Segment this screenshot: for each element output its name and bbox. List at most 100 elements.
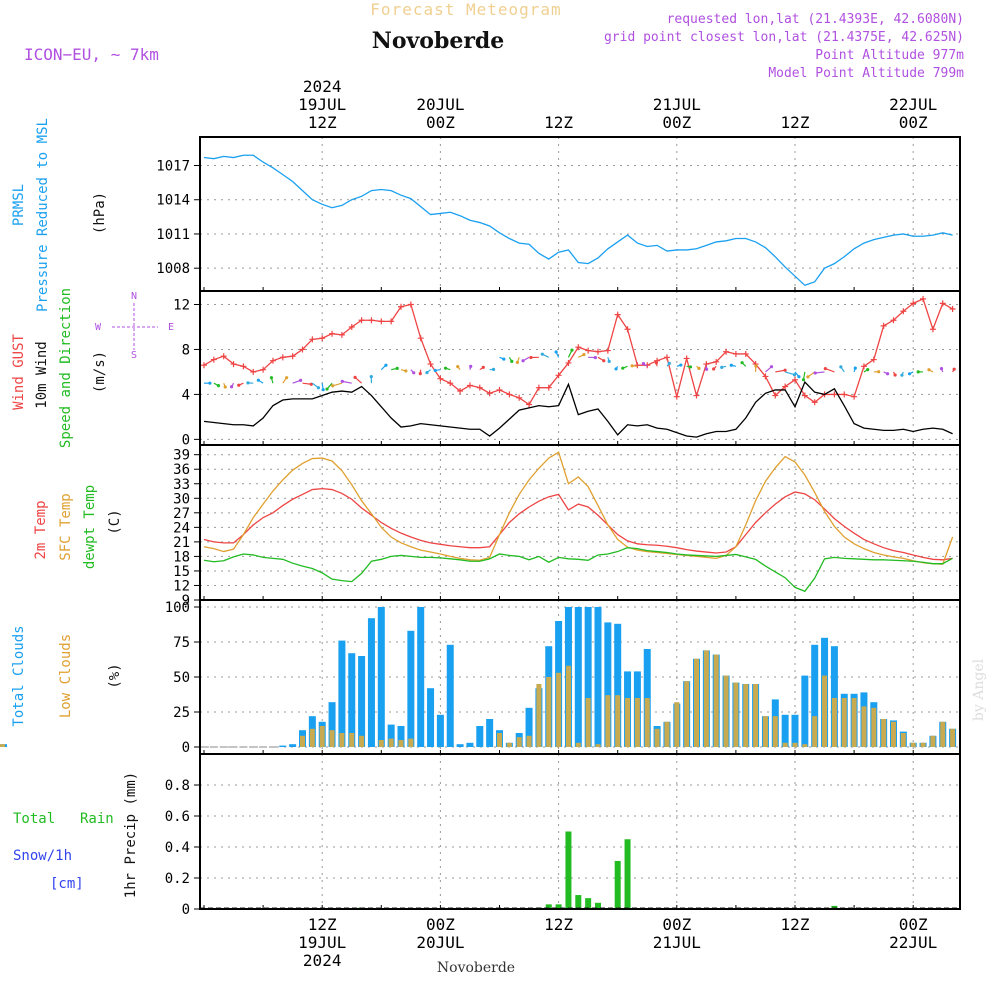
gust-marker [742,350,749,357]
total-cloud-bar [456,744,464,747]
total-cloud-bar [338,640,346,747]
low-cloud-bar [339,733,345,747]
low-cloud-bar [900,733,906,747]
y-tick-label: 18 [173,549,190,565]
y-tick-label: 12 [173,297,190,313]
gust-marker [201,362,207,369]
wind-arrow-icon [825,368,835,373]
wind-arrow-head [425,370,429,375]
wind-arrow-head [783,368,787,372]
wind-arrow-head [529,355,533,360]
gust-marker [516,394,523,401]
watermark: by Angel [971,658,987,721]
y-tick-label: 1017 [156,159,190,175]
total-cloud-bar [367,618,375,747]
low-cloud-bar [792,742,798,747]
gust-marker [772,392,779,399]
cm-label: [cm] [50,876,84,892]
bottom-time-label: 12Z [544,915,573,934]
cloud-labels: Total Clouds Low Clouds (%) [11,625,123,726]
gust-marker [880,322,887,329]
precip-bar [585,898,592,909]
wind-arrow-head [939,367,944,371]
low-cloud-bar [881,719,887,747]
total-cloud-bar [407,630,415,747]
y-tick-label: 8 [182,342,190,358]
y-tick-label: 30 [173,491,190,507]
wind-arrow-head [246,381,250,385]
y-tick-label: 50 [173,670,190,686]
gust-marker [407,301,414,308]
total-cloud-bar [476,726,484,747]
wind-arrow-head [801,378,806,382]
gust-marker [860,363,867,370]
low-cloud-bar [694,658,699,747]
low-cloud-bar [861,706,867,747]
wind-arrow-head [223,385,227,389]
compass-w: W [95,322,102,333]
snow-label: Snow/1h [13,848,72,864]
gust-marker [269,357,276,364]
faint-title: Forecast Meteogram [370,0,561,19]
gust-marker [279,354,286,361]
total-cloud-bar [377,607,385,747]
wind-arrow-head [256,378,260,382]
bottom-time-label: 21JUL [653,933,701,952]
total-cloud-bar [466,742,474,747]
top-time-label: 22JUL [889,95,937,114]
gust-marker [289,353,296,360]
wind-arrow-head [667,361,671,365]
bottom-time-label: 20JUL [416,933,464,952]
temp-unit: (C) [107,509,123,534]
wind-arrow-head [697,366,701,370]
low-cloud-bar [319,726,325,747]
wind-arrow-head [491,367,496,371]
panel-frame [199,444,961,601]
gust-marker [614,311,621,318]
wind-arrow-head [720,365,724,369]
gust-marker [900,308,907,315]
wind-arrow-head [208,381,212,385]
total-cloud-bar [358,656,366,747]
gust-marker [506,391,513,398]
low-cloud-bar [713,654,719,747]
gust-marker [388,318,395,325]
gust-marker [575,344,582,351]
top-time-label: 20JUL [416,95,464,114]
model-label: ICON−EU, ∼ 7km [24,45,159,64]
total-cloud-bar [328,702,336,747]
wind-arrow-head [395,366,399,370]
total-cloud-bar [427,688,435,747]
wind-arrow-head [621,366,625,370]
low-cloud-bar [654,728,660,747]
wind-arrow-head [877,370,881,374]
cloud-unit: (%) [107,663,123,688]
wind-arrow-head [369,375,373,379]
wind-arrow-head [353,375,357,379]
gust-marker [792,376,798,383]
gust-marker [929,326,936,333]
low-cloud-bar [733,682,739,747]
bottom-time-label: 22JUL [889,933,937,952]
low-cloud-bar [300,735,305,747]
gust-marker [319,335,326,342]
wind-arrow-head [521,359,525,363]
gust-marker [348,323,355,330]
total-cloud-bar [417,607,425,747]
wind-arrow-head [237,383,241,387]
y-tick-label: 21 [173,535,190,551]
precip-bar [575,895,582,909]
bottom-time-label: 19JUL [298,933,346,952]
low-cloud-bar [891,721,896,747]
compass-s: S [131,350,137,361]
total-cloud-bar [801,675,809,747]
gust-marker [939,300,946,307]
rain-label: Rain [80,811,114,827]
gust-marker [447,380,454,387]
gust-marker [260,366,267,373]
low-cloud-bar [762,716,768,747]
wind-arrow-head [853,366,857,370]
wind-arrow-head [916,370,920,374]
gust-marker [732,350,739,357]
